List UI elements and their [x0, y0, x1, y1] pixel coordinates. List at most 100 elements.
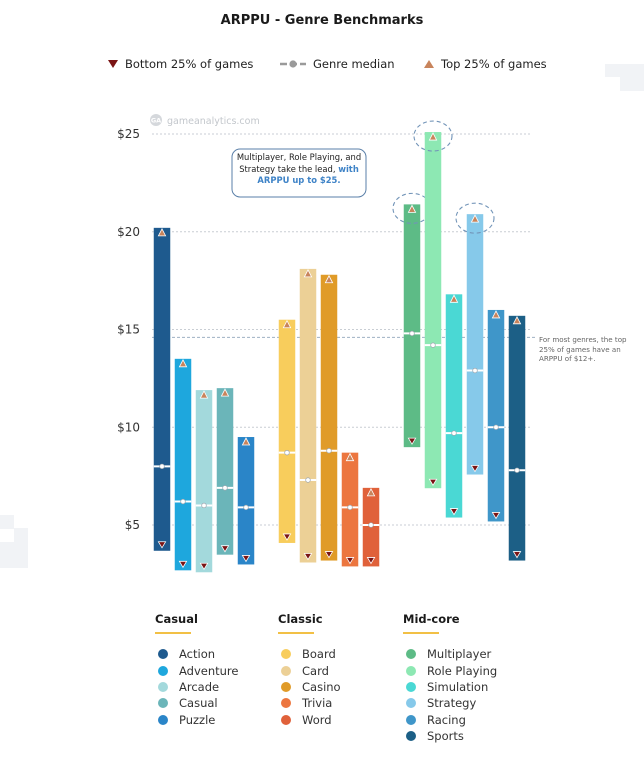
- callout-box: [231, 148, 367, 198]
- top-quartile-marker: [366, 487, 376, 497]
- range-bar: [508, 315, 526, 561]
- genre-legend-label: Multiplayer: [427, 647, 492, 662]
- bottom-quartile-marker: [512, 551, 522, 559]
- group-title: Casual: [155, 612, 198, 626]
- genre-legend-item: Simulation: [403, 679, 497, 695]
- decorative-corner-block: [605, 64, 644, 77]
- y-tick-label: $20: [117, 225, 140, 239]
- group-underline: [278, 632, 314, 634]
- top-quartile-marker: [199, 390, 209, 399]
- genre-color-swatch: [158, 665, 168, 676]
- genre-legend-label: Role Playing: [427, 663, 498, 678]
- median-dot: [243, 504, 249, 511]
- highlight-ring: [455, 202, 495, 234]
- chart-title: ARPPU - Genre Benchmarks: [220, 13, 424, 28]
- genre-legend-label: Arcade: [179, 679, 220, 694]
- genre-legend-item: Sports: [403, 728, 497, 744]
- down-triangle-icon: [108, 60, 118, 68]
- genre-legend-item: Casual: [155, 695, 238, 711]
- bottom-quartile-marker: [407, 437, 417, 445]
- genre-color-swatch: [406, 698, 416, 709]
- genre-legend-item: Role Playing: [403, 662, 497, 678]
- legend-bottom-label: Bottom 25% of games: [125, 57, 254, 71]
- genre-legend-item: Word: [278, 712, 341, 728]
- range-bar: [403, 204, 421, 448]
- median-dot: [514, 467, 520, 473]
- genre-group-classic: Classic Board Card Casino Trivia Word: [278, 612, 341, 728]
- bottom-quartile-marker: [428, 478, 438, 486]
- genre-legend-label: Trivia: [302, 696, 333, 711]
- bottom-quartile-marker: [157, 541, 167, 549]
- bottom-quartile-marker: [303, 553, 313, 561]
- legend-top-label: Top 25% of games: [441, 57, 547, 71]
- genre-legend-item: Action: [155, 646, 238, 662]
- genre-legend-item: Board: [278, 646, 341, 662]
- genre-legend-label: Card: [302, 663, 329, 678]
- legend-median: Genre median: [279, 55, 395, 73]
- top-quartile-marker: [470, 214, 480, 223]
- top-quartile-marker: [512, 315, 522, 325]
- top-quartile-marker: [491, 310, 501, 319]
- callout-plain: Multiplayer, Role Playing, and Strategy …: [236, 152, 362, 174]
- bottom-quartile-marker: [241, 555, 251, 563]
- bottom-quartile-marker: [345, 557, 355, 565]
- range-bar: [466, 214, 484, 475]
- range-bar: [174, 358, 192, 571]
- up-triangle-icon: [424, 60, 434, 68]
- top-quartile-marker: [324, 274, 334, 284]
- bottom-quartile-marker: [470, 465, 480, 473]
- group-title: Classic: [278, 612, 323, 626]
- bottom-quartile-marker: [449, 508, 459, 516]
- watermark-badge: [150, 114, 162, 126]
- genre-color-swatch: [406, 731, 416, 742]
- median-dot: [305, 477, 311, 483]
- median-dot: [326, 448, 332, 454]
- genre-legend-item: Strategy: [403, 695, 497, 711]
- genre-legend-item: Trivia: [278, 695, 341, 711]
- watermark-text: gameanalytics.com: [167, 116, 260, 127]
- genre-legend-item: Puzzle: [155, 712, 238, 728]
- watermark-badge-text: GA: [151, 117, 161, 125]
- group-underline: [155, 632, 191, 634]
- top-quartile-marker: [303, 269, 313, 278]
- legend-top-quartile: Top 25% of games: [423, 55, 547, 73]
- genre-legend-label: Casino: [302, 679, 341, 694]
- genre-legend-label: Casual: [179, 696, 218, 711]
- top-quartile-marker: [157, 227, 167, 237]
- top-quartile-marker: [220, 388, 230, 397]
- genre-legend-label: Racing: [427, 712, 466, 727]
- median-dot: [347, 504, 353, 511]
- decorative-corner-block: [0, 515, 14, 529]
- genre-group-casual: Casual Action Adventure Arcade Casual Puzzle: [155, 612, 238, 728]
- y-tick-label: $25: [117, 127, 140, 141]
- top-quartile-marker: [449, 294, 459, 303]
- median-line-icon: [280, 60, 306, 68]
- genre-legend-item: Adventure: [155, 662, 238, 678]
- genre-color-swatch: [281, 698, 291, 709]
- bottom-quartile-marker: [491, 512, 501, 520]
- callout-highlight: with ARPPU up to $25.: [257, 163, 359, 186]
- genre-color-swatch: [158, 681, 168, 692]
- median-dot: [201, 502, 207, 509]
- genre-group-mid-core: Mid-core Multiplayer Role Playing Simulati…: [403, 612, 497, 744]
- bottom-quartile-marker: [178, 560, 188, 569]
- bottom-quartile-marker: [366, 557, 376, 565]
- group-title: Mid-core: [403, 612, 460, 626]
- genre-legend-label: Word: [302, 712, 332, 727]
- genre-color-swatch: [406, 649, 416, 660]
- top-quartile-marker: [345, 452, 355, 462]
- genre-color-swatch: [158, 698, 168, 709]
- range-bar: [216, 388, 234, 555]
- range-bar: [153, 227, 171, 551]
- median-dot: [472, 367, 478, 374]
- callout-text-body: Multiplayer, Role Playing, and Strategy …: [234, 152, 364, 187]
- group-underline: [403, 632, 439, 634]
- top-quartile-marker: [428, 132, 438, 141]
- median-dot: [180, 498, 186, 505]
- genre-legend-item: Arcade: [155, 679, 238, 695]
- genre-color-swatch: [158, 714, 168, 725]
- legend-median-label: Genre median: [313, 57, 395, 71]
- genre-legend-label: Board: [302, 647, 336, 662]
- genre-color-swatch: [281, 649, 291, 660]
- genre-legend-label: Sports: [427, 729, 464, 744]
